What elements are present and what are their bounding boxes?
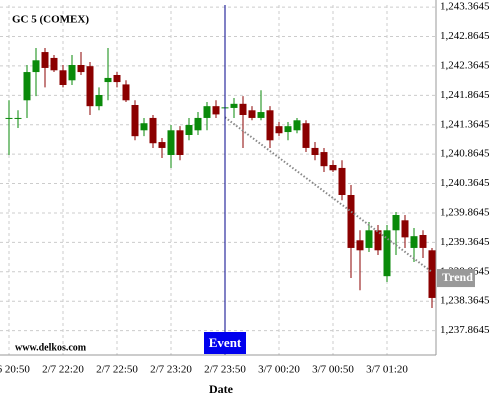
y-tick-label: 1,239.8645: [440, 207, 490, 219]
candle-body: [311, 147, 319, 155]
candle-body: [410, 236, 418, 248]
x-tick-label: 2/7 22:20: [42, 364, 84, 376]
candle-body: [77, 65, 85, 73]
candle-body: [383, 230, 391, 277]
candle-body: [356, 240, 364, 251]
candle-body: [329, 165, 337, 171]
trend-label: Trend: [442, 270, 473, 284]
candle-body: [5, 117, 13, 119]
y-tick-label: 1,239.3645: [440, 236, 490, 248]
candle-body: [257, 112, 265, 118]
candle-body: [68, 65, 76, 81]
candle-body: [365, 230, 373, 248]
candle-body: [293, 120, 301, 131]
candle-body: [122, 84, 130, 101]
candle-body: [203, 106, 211, 118]
candle-body: [275, 126, 283, 134]
candle-body: [428, 250, 436, 298]
candles: [5, 47, 436, 308]
candle-body: [392, 215, 400, 231]
candle-body: [14, 117, 22, 119]
y-tick-label: 1,241.8645: [440, 89, 490, 101]
candle-body: [158, 142, 166, 148]
x-tick-label: 3/7 01:20: [366, 364, 408, 376]
candle-body: [149, 117, 157, 144]
y-tick-label: 1,241.3645: [440, 118, 490, 130]
candle-body: [176, 130, 184, 155]
x-tick-label: 3/7 00:20: [258, 364, 300, 376]
candle-body: [32, 60, 40, 73]
event-label: Event: [209, 335, 242, 350]
trend-line: [224, 116, 433, 273]
x-axis-title: Date: [209, 382, 234, 396]
candle-body: [131, 105, 139, 137]
candle-body: [248, 110, 256, 118]
candle-body: [374, 230, 382, 251]
candle-body: [59, 70, 67, 85]
candle-body: [347, 195, 355, 248]
candle-body: [86, 66, 94, 107]
x-tick-label: 2/7 23:50: [204, 364, 246, 376]
candle-body: [167, 130, 175, 155]
candle-body: [230, 103, 238, 108]
event-label-box: [204, 332, 246, 354]
candle-body: [419, 235, 427, 248]
y-tick-label: 1,242.8645: [440, 30, 490, 42]
grid: [0, 5, 436, 355]
candle-body: [23, 72, 31, 101]
candle-body: [113, 75, 121, 83]
candle-body: [401, 220, 409, 238]
candle-body: [104, 77, 112, 83]
overlay: [224, 5, 433, 355]
y-tick-label: 1,238.3645: [440, 295, 490, 307]
x-tick-label: 2/7 22:50: [96, 364, 138, 376]
candle-body: [338, 167, 346, 195]
candle-body: [185, 125, 193, 135]
y-tick-label: 1,240.3645: [440, 177, 490, 189]
x-tick-label: 3/7 00:50: [312, 364, 354, 376]
candle-body: [302, 123, 310, 148]
candle-body: [95, 95, 103, 107]
x-tick-label: 2/6 20:50: [0, 364, 30, 376]
candle-body: [50, 57, 58, 71]
x-tick-label: 2/7 23:20: [150, 364, 192, 376]
candle-body: [320, 152, 328, 167]
candle-body: [284, 126, 292, 133]
y-tick-label: 1,237.8645: [440, 324, 490, 336]
candle-body: [41, 52, 49, 68]
y-tick-label: 1,240.8645: [440, 148, 490, 160]
y-tick-label: 1,242.3645: [440, 59, 490, 71]
y-tick-label: 1,243.3645: [440, 1, 490, 13]
candle-body: [239, 103, 247, 115]
watermark: www.delkos.com: [15, 342, 87, 353]
candle-body: [140, 123, 148, 131]
candle-body: [212, 106, 220, 115]
candle-body: [194, 117, 202, 131]
chart-title: GC 5 (COMEX): [12, 14, 89, 26]
trend-label-box: [437, 269, 475, 288]
candle-body: [266, 110, 274, 141]
